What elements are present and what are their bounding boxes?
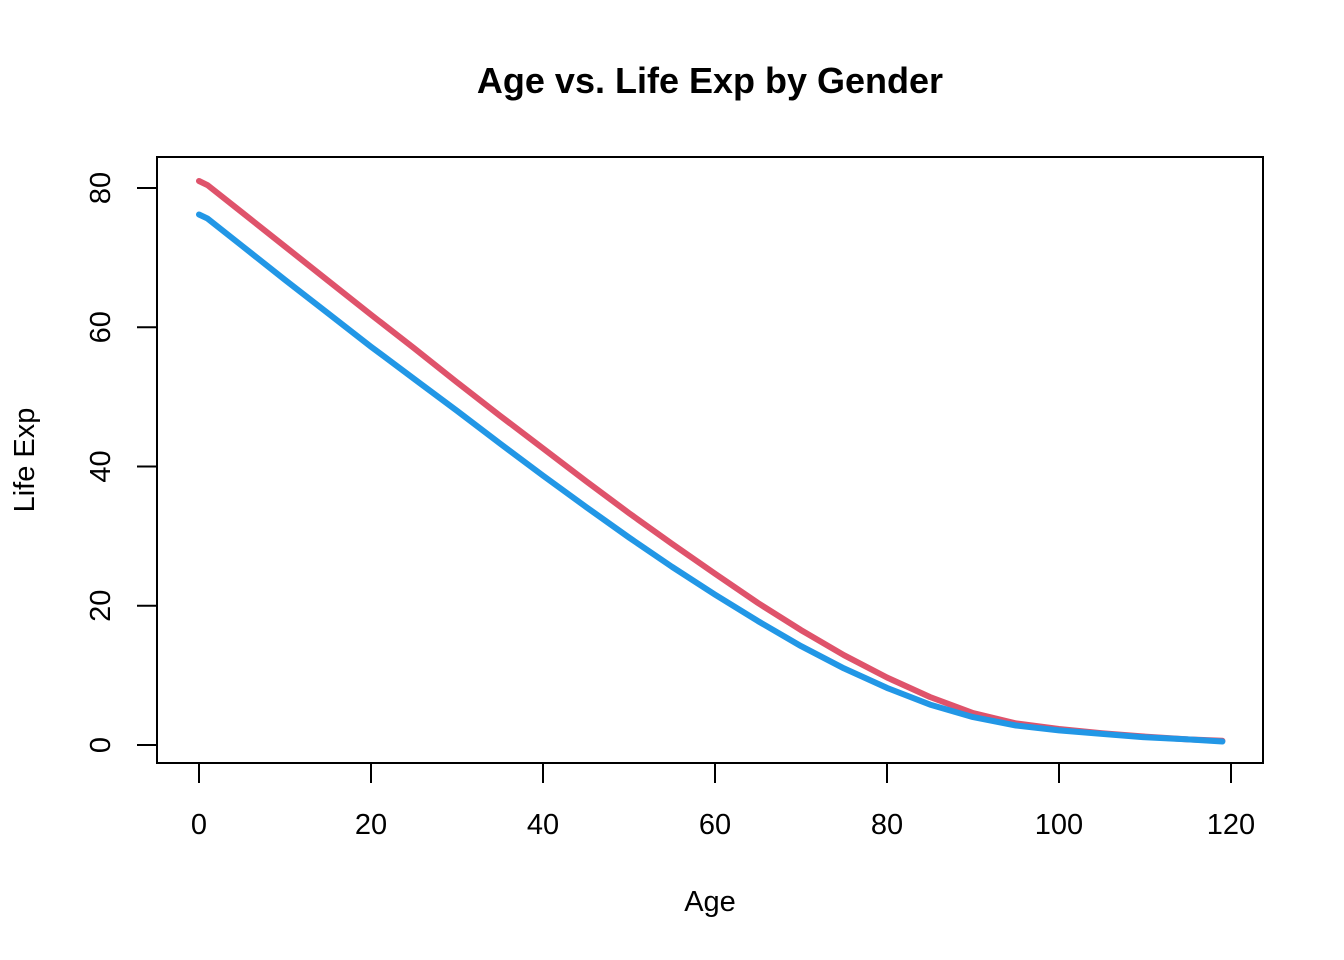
x-tick-label: 60	[699, 809, 731, 841]
y-tick-label: 20	[85, 590, 117, 622]
chart-title: Age vs. Life Exp by Gender	[477, 60, 943, 101]
x-tick-label: 0	[191, 809, 207, 841]
y-tick-label: 40	[85, 450, 117, 482]
x-axis-label: Age	[684, 886, 736, 918]
x-tick-label: 80	[871, 809, 903, 841]
series-line-0	[196, 178, 1226, 744]
x-tick-label: 20	[355, 809, 387, 841]
y-tick-label: 80	[85, 172, 117, 204]
y-axis-label: Life Exp	[9, 408, 41, 513]
x-tick-label: 120	[1207, 809, 1255, 841]
y-tick-label: 60	[85, 311, 117, 343]
series-line-1	[196, 211, 1226, 745]
series-layer	[196, 178, 1226, 745]
plot-frame	[156, 156, 1264, 764]
y-axis: 0 20 40 60 80	[85, 172, 158, 753]
x-axis: 0 20 40 60 80 100 120	[191, 762, 1255, 841]
x-tick-label: 40	[527, 809, 559, 841]
y-tick-label: 0	[85, 737, 117, 753]
x-tick-label: 100	[1035, 809, 1083, 841]
